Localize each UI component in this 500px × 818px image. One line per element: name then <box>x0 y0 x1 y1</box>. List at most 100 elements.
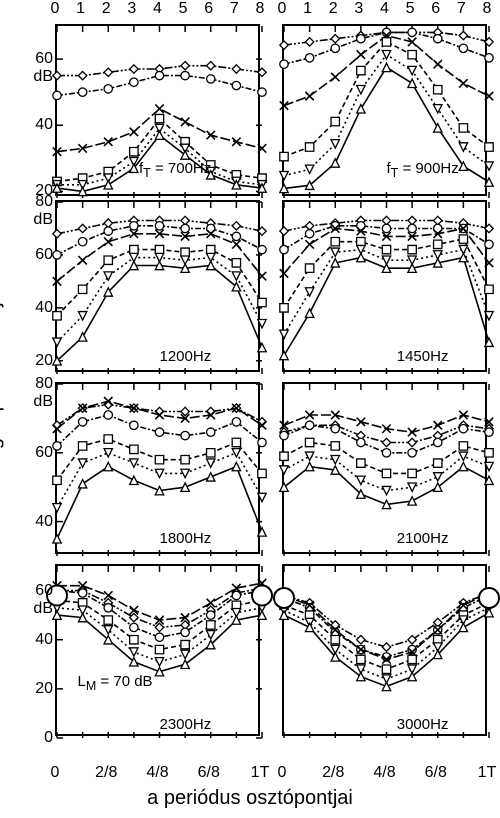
series-marker <box>104 462 112 470</box>
series-marker <box>382 216 390 224</box>
series-marker <box>331 425 339 433</box>
series-marker <box>53 91 61 99</box>
top-tick-label: 6 <box>431 0 440 18</box>
series-marker <box>130 445 138 453</box>
top-tick-label: 6 <box>204 0 213 18</box>
series-marker <box>258 298 266 306</box>
bottom-tick-label: 0 <box>278 764 287 782</box>
series-marker <box>104 219 112 227</box>
series-marker <box>280 60 288 68</box>
chart-panel: 204060dBfT = 700Hz <box>55 24 260 196</box>
series-marker <box>232 222 240 230</box>
series-marker <box>331 117 339 125</box>
panel-annotation: 3000Hz <box>397 716 449 733</box>
series-marker <box>258 227 266 235</box>
series-marker <box>305 38 313 46</box>
panel-annotation: 1200Hz <box>160 348 212 365</box>
series-marker <box>485 143 493 151</box>
y-tick-label: 20 <box>35 680 57 698</box>
series-marker <box>104 237 112 245</box>
series-marker <box>181 469 189 477</box>
bottom-tick-label: 1T <box>478 764 497 782</box>
plot-svg <box>284 566 489 738</box>
series-marker <box>434 473 442 481</box>
series-marker <box>280 41 288 49</box>
series-marker <box>357 50 365 58</box>
series-marker <box>408 79 416 87</box>
series-marker <box>357 237 365 245</box>
series-marker <box>78 256 86 264</box>
series-marker <box>459 623 467 631</box>
series-marker <box>331 455 339 463</box>
series-marker <box>258 493 266 501</box>
series-marker <box>331 636 339 644</box>
series-marker <box>485 608 493 616</box>
series-marker <box>280 452 288 460</box>
series-marker <box>53 535 61 543</box>
bottom-tick-row: 02/84/86/81T <box>55 764 260 782</box>
series-marker <box>232 272 240 280</box>
series-marker <box>130 65 138 73</box>
series-marker <box>434 438 442 446</box>
series-marker <box>78 71 86 79</box>
series-marker <box>104 138 112 146</box>
series-marker <box>155 428 163 436</box>
plot-svg <box>284 384 489 556</box>
highlight-circle <box>479 588 499 608</box>
panel-annotation: fT = 900Hz <box>387 160 459 180</box>
series-marker <box>232 65 240 73</box>
series-marker <box>104 85 112 93</box>
panel-annotation: 1800Hz <box>160 530 212 547</box>
series-marker <box>485 338 493 346</box>
series-marker <box>485 54 493 62</box>
series-marker <box>155 222 163 230</box>
series-marker <box>305 288 313 296</box>
series-marker <box>305 54 313 62</box>
series-marker <box>207 75 215 83</box>
series-marker <box>408 438 416 446</box>
series-marker <box>305 264 313 272</box>
y-tick-label: 0 <box>44 729 57 747</box>
series-marker <box>408 449 416 457</box>
series-marker <box>305 309 313 317</box>
series-marker <box>232 418 240 426</box>
series-marker <box>408 655 416 663</box>
series-marker <box>357 459 365 467</box>
top-tick-label: 3 <box>354 0 363 18</box>
series-marker <box>305 230 313 238</box>
y-axis-label: teszthang impulzus szintje <box>0 291 6 524</box>
series-marker <box>232 232 240 240</box>
series-marker <box>408 483 416 491</box>
series-marker <box>78 333 86 341</box>
top-tick-label: 4 <box>153 0 162 18</box>
series-marker <box>78 237 86 245</box>
series-marker <box>459 79 467 87</box>
series-marker <box>258 343 266 351</box>
y-tick-label: 60 <box>35 50 57 68</box>
chart-panel: 1450Hz <box>282 200 487 372</box>
series-marker <box>485 462 493 470</box>
series-marker <box>78 224 86 232</box>
y-tick-label: 40 <box>35 631 57 649</box>
series-marker <box>207 459 215 467</box>
series-marker <box>459 235 467 243</box>
series-marker <box>305 222 313 230</box>
chart-panel: 406080dB1800Hz <box>55 382 260 554</box>
series-marker <box>485 259 493 267</box>
top-tick-label: 2 <box>102 0 111 18</box>
bottom-tick-label: 6/8 <box>198 764 220 782</box>
y-tick-label: 20 <box>35 352 57 370</box>
series-marker <box>78 418 86 426</box>
top-tick-label: 2 <box>329 0 338 18</box>
series-marker <box>155 245 163 253</box>
series-marker <box>485 476 493 484</box>
chart-panel: fT = 900Hz <box>282 24 487 196</box>
top-tick-label: 0 <box>278 0 287 18</box>
series-marker <box>53 230 61 238</box>
bottom-tick-row: 02/84/86/81T <box>282 764 487 782</box>
series-marker <box>78 442 86 450</box>
series-marker <box>357 86 365 94</box>
y-tick-label: 60 <box>35 444 57 462</box>
series-marker <box>280 611 288 619</box>
series-marker <box>331 44 339 52</box>
